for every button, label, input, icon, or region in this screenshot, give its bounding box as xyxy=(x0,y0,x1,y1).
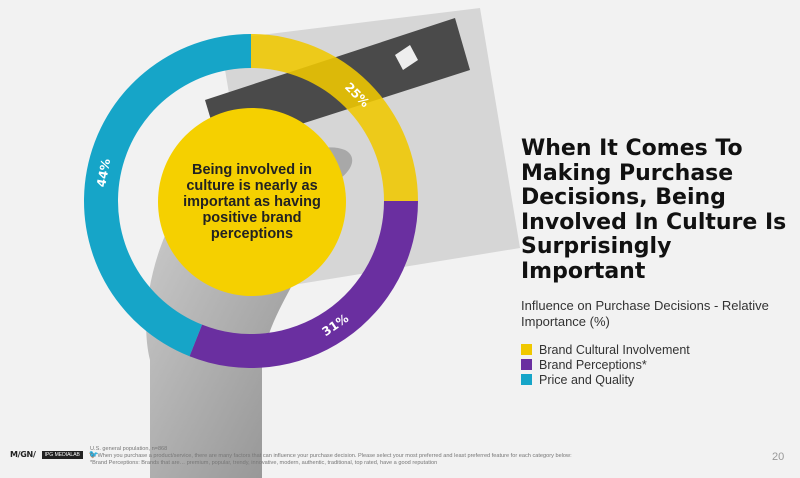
footer-logos: M/GN/ IPG MEDIALAB 🐦 xyxy=(10,450,99,459)
legend-label: Brand Perceptions* xyxy=(539,357,647,372)
legend-swatch xyxy=(521,374,532,385)
legend-label: Brand Cultural Involvement xyxy=(539,342,690,357)
donut-slice-2 xyxy=(189,201,418,368)
footnote-question: Q. When you purchase a product/service, … xyxy=(90,453,572,459)
legend: Brand Cultural Involvement Brand Percept… xyxy=(521,342,690,387)
ipg-medialab-logo: IPG MEDIALAB xyxy=(41,450,83,459)
chart-subtitle: Influence on Purchase Decisions - Relati… xyxy=(521,298,769,329)
annotation-text: Being involved in culture is nearly as i… xyxy=(183,162,321,242)
footnotes: U.S. general population, n=868 Q. When y… xyxy=(90,446,710,467)
slice-label: 44% xyxy=(94,157,113,188)
legend-item: Brand Perceptions* xyxy=(521,357,690,372)
magna-logo: M/GN/ xyxy=(10,450,36,459)
page-number: 20 xyxy=(772,451,785,463)
footnote-sample: U.S. general population, n=868 xyxy=(90,446,168,452)
chart-title: When It Comes To Making Purchase Decisio… xyxy=(521,136,787,284)
donut-slice-3 xyxy=(83,34,251,357)
twitter-icon: 🐦 xyxy=(88,450,99,459)
legend-label: Price and Quality xyxy=(539,372,635,387)
footnote-definition: *Brand Perceptions: Brands that are… pre… xyxy=(90,460,438,466)
annotation-bubble: Being involved in culture is nearly as i… xyxy=(158,108,346,296)
legend-swatch xyxy=(521,344,532,355)
legend-swatch xyxy=(521,359,532,370)
card-chip xyxy=(395,45,418,70)
legend-item: Price and Quality xyxy=(521,372,690,387)
donut-slice-1 xyxy=(251,34,418,201)
legend-item: Brand Cultural Involvement xyxy=(521,342,690,357)
